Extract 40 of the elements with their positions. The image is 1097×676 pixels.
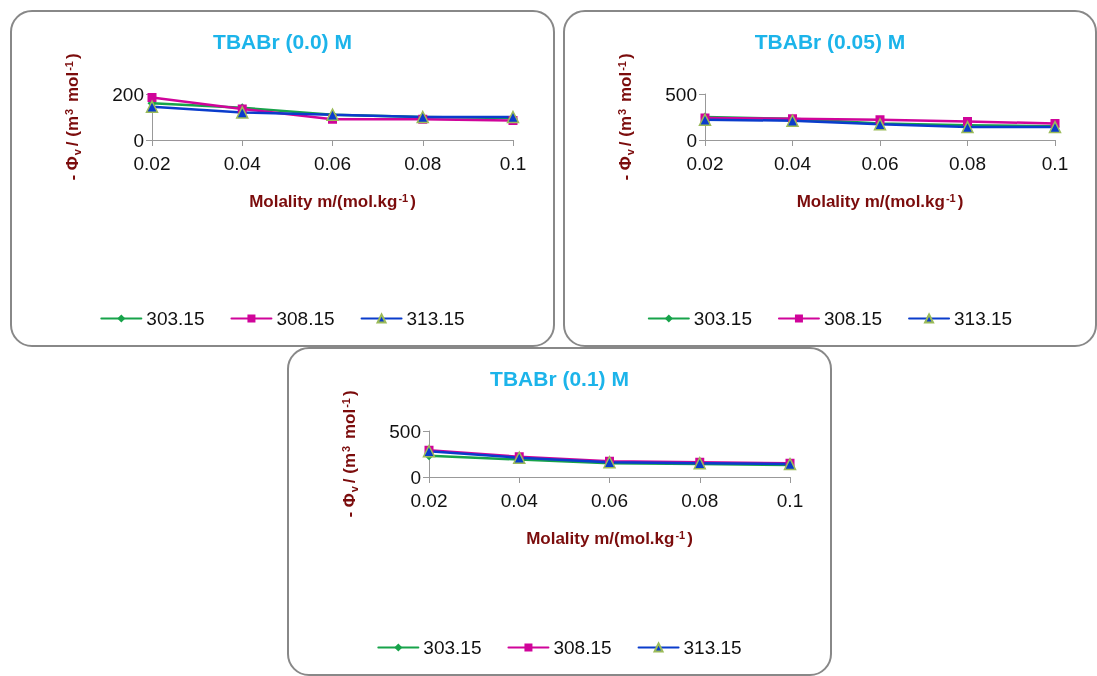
point xyxy=(698,113,712,127)
x-tick-label: 0.02 xyxy=(133,153,171,174)
y-tick-label: 500 xyxy=(665,83,697,105)
legend-label: 308.15 xyxy=(553,637,612,658)
x-tick-label: 0.04 xyxy=(500,490,539,511)
legend-label: 313.15 xyxy=(954,308,1013,329)
point xyxy=(236,106,249,119)
x-tick-label: 0.08 xyxy=(949,153,986,174)
point xyxy=(961,120,974,134)
legend-label: 303.15 xyxy=(693,308,752,329)
x-tick-label: 0.1 xyxy=(499,153,527,174)
x-tick-label: 0.1 xyxy=(1041,153,1069,174)
y-axis-title: - Φv/ (m3 mol-1) xyxy=(62,53,83,181)
legend-label: 313.15 xyxy=(406,308,465,329)
point xyxy=(145,100,159,113)
y-tick-label: 0 xyxy=(686,129,697,151)
x-tick-label: 0.04 xyxy=(223,153,262,174)
x-tick-label: 0.1 xyxy=(776,490,804,511)
legend-label: 303.15 xyxy=(423,637,482,658)
chart-title: TBABr (0.05) M xyxy=(754,30,906,53)
y-tick-label: 200 xyxy=(112,83,144,105)
y-axis-title: - Φv/ (m3 mol-1) xyxy=(339,390,360,518)
x-tick-label: 0.02 xyxy=(410,490,448,511)
x-tick-label: 0.02 xyxy=(686,153,724,174)
y-tick-label: 500 xyxy=(389,420,421,442)
legend-label: 303.15 xyxy=(146,308,205,329)
y-tick-label: 0 xyxy=(410,466,421,488)
chart-title: TBABr (0.1) M xyxy=(490,367,629,390)
x-tick-label: 0.06 xyxy=(591,490,628,511)
x-tick-label: 0.06 xyxy=(861,153,899,174)
x-tick-label: 0.04 xyxy=(774,153,812,174)
legend-label: 313.15 xyxy=(683,637,742,658)
chart-title: TBABr (0.0) M xyxy=(213,30,352,53)
legend-label: 308.15 xyxy=(823,308,883,329)
x-tick-label: 0.08 xyxy=(681,490,719,511)
y-tick-label: 0 xyxy=(133,129,144,151)
legend-label: 308.15 xyxy=(276,308,335,329)
y-axis-title: - Φv/ (m3 mol-1) xyxy=(615,53,636,181)
x-tick-label: 0.06 xyxy=(314,153,351,174)
x-tick-label: 0.08 xyxy=(404,153,442,174)
